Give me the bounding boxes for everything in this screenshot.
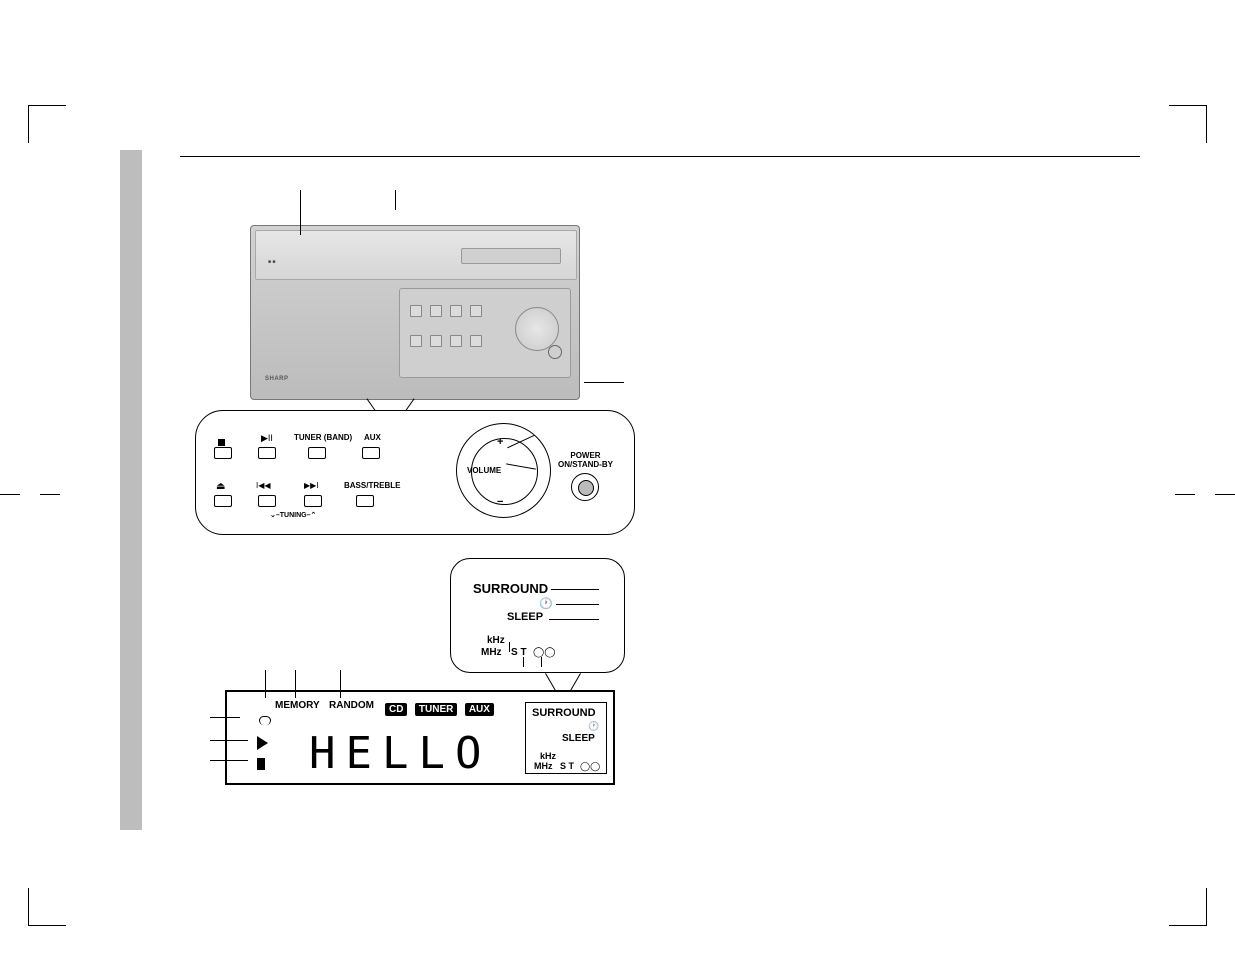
mhz-label: MHz [481, 647, 502, 658]
crop-mark-bl [28, 888, 66, 926]
power-button[interactable] [571, 473, 599, 501]
prev-icon: І◀◀ [256, 481, 271, 490]
eject-icon: ⏏ [216, 481, 225, 492]
stereo-illustration: ■ ■ SHARP [250, 225, 580, 400]
indicator-callout: SURROUND 🕐 SLEEP kHz MHz S T ◯◯ [450, 558, 625, 673]
bass-treble-label: BASS/TREBLE [344, 481, 400, 490]
leader-line [340, 670, 341, 698]
tuning-label: ⌄–TUNING–⌃ [270, 511, 316, 519]
leader-line [265, 670, 266, 698]
play-pause-button[interactable] [258, 447, 276, 459]
crop-mark-tl [28, 105, 66, 143]
leader-line [210, 760, 248, 761]
next-icon: ▶▶І [304, 481, 319, 490]
khz-label: kHz [487, 635, 505, 646]
leader-line [551, 589, 599, 590]
aux-label: AUX [364, 433, 381, 442]
next-button[interactable] [304, 495, 322, 507]
play-pause-icon: ▶II [261, 433, 273, 444]
leader-line [210, 717, 240, 718]
tuner-band-label: TUNER (BAND) [294, 433, 352, 442]
volume-knob[interactable]: + VOLUME − [456, 423, 551, 518]
volume-label: VOLUME [467, 466, 501, 475]
display-text: HELLO [309, 728, 491, 779]
header-rule [180, 156, 1140, 157]
leader-line [584, 382, 624, 383]
leader-line [541, 657, 542, 667]
indicator-box: SURROUND 🕐 SLEEP kHz MHz S T ◯◯ [525, 702, 607, 774]
surround-label: SURROUND [473, 581, 548, 596]
khz-label: kHz [540, 751, 556, 761]
grey-sidebar [120, 150, 142, 830]
clock-icon: 🕐 [588, 721, 599, 732]
leader-line [523, 657, 524, 667]
callout-tail [545, 673, 556, 691]
page: ■ ■ SHARP ▶II TUNER (B [0, 0, 1235, 954]
leader-line [210, 740, 248, 741]
st-label: S T [560, 761, 574, 771]
crop-mark-br [1169, 888, 1207, 926]
stop-icon [218, 439, 225, 446]
leader-line [549, 619, 599, 620]
leader-line [509, 642, 510, 652]
aux-mode: AUX [465, 703, 494, 716]
sleep-label: SLEEP [562, 733, 595, 744]
brand-label: SHARP [265, 376, 289, 382]
stop-button[interactable] [214, 447, 232, 459]
tuner-mode: TUNER [415, 703, 457, 716]
lcd-display: MEMORY RANDOM CD TUNER AUX HELLO SURROUN… [225, 690, 615, 785]
prev-button[interactable] [258, 495, 276, 507]
mode-row: CD TUNER AUX [385, 699, 497, 717]
crop-mark-tr [1169, 105, 1207, 143]
control-panel-callout: ▶II TUNER (BAND) AUX ⏏ І◀◀ ▶▶І BASS/TREB… [195, 410, 635, 535]
registration-mark-left [0, 480, 60, 508]
tuner-band-button[interactable] [308, 447, 326, 459]
aux-button[interactable] [362, 447, 380, 459]
plus-icon: + [497, 436, 503, 448]
surround-label: SURROUND [532, 707, 596, 719]
play-icon [257, 736, 268, 750]
stereo-control-panel [399, 288, 571, 378]
memory-label: MEMORY [275, 700, 320, 711]
stereo-icon: ◯◯ [580, 761, 600, 772]
minus-icon: − [497, 496, 503, 508]
leader-line [556, 604, 599, 605]
st-label: S T [511, 647, 527, 658]
mhz-label: MHz [534, 761, 553, 771]
leader-line [395, 190, 396, 210]
leader-line [295, 670, 296, 698]
random-label: RANDOM [329, 700, 374, 711]
bass-treble-button[interactable] [356, 495, 374, 507]
stereo-icon: ◯◯ [533, 647, 555, 658]
cd-mode: CD [385, 703, 407, 716]
repeat-icon [259, 716, 271, 725]
eject-button[interactable] [214, 495, 232, 507]
power-label: POWER ON/STAND-BY [558, 451, 613, 469]
pause-icon [257, 758, 265, 770]
leader-line [300, 190, 301, 235]
callout-tail [570, 673, 581, 691]
clock-icon: 🕐 [539, 597, 553, 610]
registration-mark-right [1175, 480, 1235, 508]
sleep-label: SLEEP [507, 611, 543, 623]
